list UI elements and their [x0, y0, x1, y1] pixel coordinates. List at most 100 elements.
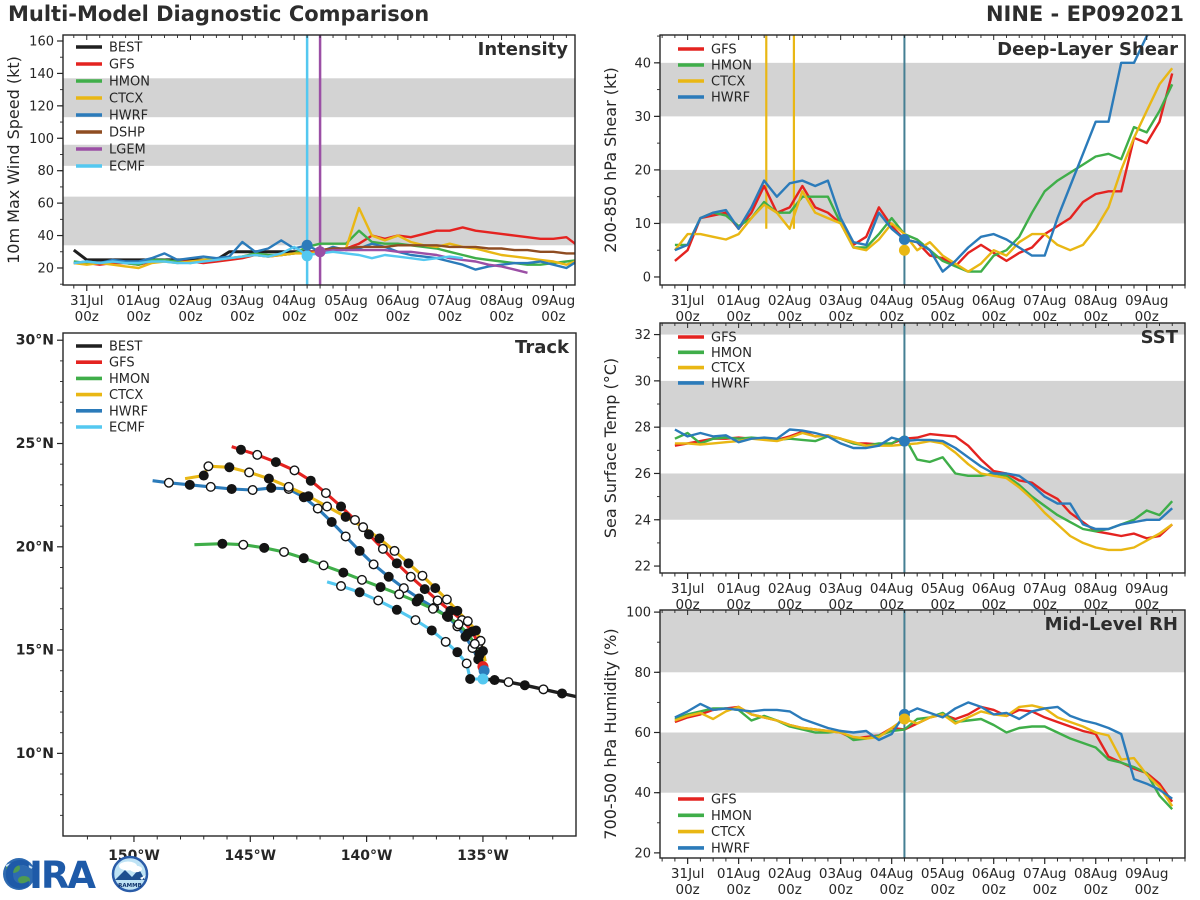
sst-title: SST [1141, 327, 1179, 348]
xtick-day: 08Aug [480, 293, 524, 309]
y-axis-title: 10m Max Wind Speed (kt) [4, 56, 23, 264]
xtick-hour: 00z [829, 882, 853, 898]
intensity-panel: 31Jul00z01Aug00z02Aug00z03Aug00z04Aug00z… [4, 34, 576, 325]
y-axis-title: Sea Surface Temp (°C) [601, 358, 620, 538]
legend-label-hmon: HMON [109, 75, 150, 90]
track-marker [340, 511, 351, 522]
xtick-day: 04Aug [870, 293, 914, 309]
track-marker [453, 619, 464, 630]
xtick-hour: 00z [675, 882, 699, 898]
plot-border [659, 34, 1186, 286]
track-marker [417, 570, 428, 581]
xtick-hour: 00z [778, 597, 802, 613]
track-marker [383, 571, 394, 582]
rh-panel: 31Jul00z01Aug00z02Aug00z03Aug00z04Aug00z… [601, 606, 1186, 898]
xtick-day: 08Aug [1074, 581, 1118, 597]
track-marker [354, 545, 365, 556]
analysis-dot-ctcx [898, 713, 910, 725]
track-ctcx [184, 464, 487, 662]
xtick-hour: 00z [1135, 882, 1159, 898]
rh-series-hwrf [674, 701, 1173, 800]
xtick-day: 07Aug [1023, 866, 1067, 882]
ytick-label: 40 [37, 229, 54, 244]
analysis-dot-hwrf [898, 233, 910, 245]
shear-series-hwrf [674, 35, 1150, 273]
track-marker [391, 558, 402, 569]
xtick-hour: 00z [675, 597, 699, 613]
xtick-hour: 00z [829, 597, 853, 613]
xtick-hour: 00z [1084, 309, 1108, 325]
rh-title: Mid-Level RH [1045, 614, 1178, 635]
track-marker [259, 542, 270, 553]
legend-label-ctcx: CTCX [109, 92, 143, 107]
cira-wordmark: CIRA [4, 854, 96, 897]
track-marker [270, 457, 281, 468]
xtick-hour: 00z [778, 882, 802, 898]
track-marker [266, 482, 277, 493]
intensity-series-dshp [319, 244, 575, 255]
lat-tick-label: 15°N [16, 643, 54, 659]
xtick-hour: 00z [386, 309, 410, 325]
xtick-hour: 00z [438, 309, 462, 325]
xtick-hour: 00z [75, 309, 99, 325]
ytick-label: 140 [29, 67, 54, 82]
xtick-hour: 00z [880, 597, 904, 613]
analysis-dot-ctcx [898, 244, 910, 256]
track-marker [440, 636, 451, 647]
xtick-hour: 00z [727, 882, 751, 898]
xtick-hour: 00z [982, 309, 1006, 325]
xtick-day: 05Aug [921, 293, 965, 309]
track-marker [377, 543, 388, 554]
xtick-day: 06Aug [972, 293, 1016, 309]
globe-continent [18, 876, 30, 884]
lon-tick-label: 140°W [341, 848, 393, 864]
xtick-day: 01Aug [717, 866, 761, 882]
ytick-label: 80 [37, 164, 54, 179]
ytick-label: 10 [634, 217, 651, 232]
track-marker [279, 546, 290, 557]
track-marker [410, 615, 421, 626]
track-marker [336, 501, 347, 512]
track-marker [349, 514, 360, 525]
track-marker [441, 594, 452, 605]
track-marker [489, 675, 500, 686]
origin-dot-hwrf [478, 665, 490, 677]
track-marker [538, 684, 549, 695]
category-band [660, 610, 1185, 673]
track-marker [298, 553, 309, 564]
track-marker [519, 680, 530, 691]
xtick-day: 01Aug [717, 581, 761, 597]
xtick-hour: 00z [778, 309, 802, 325]
legend-label-hwrf: HWRF [711, 841, 750, 856]
xtick-day: 03Aug [819, 293, 863, 309]
legend-label-ctcx: CTCX [711, 361, 745, 376]
track-marker [238, 539, 249, 550]
xtick-hour: 00z [282, 309, 306, 325]
storm-id-title: NINE - EP092021 [985, 2, 1184, 26]
xtick-hour: 00z [1084, 882, 1108, 898]
ytick-label: 40 [634, 56, 651, 71]
category-band [660, 323, 1185, 335]
ytick-label: 80 [634, 666, 651, 681]
track-marker [312, 503, 323, 514]
ytick-label: 20 [634, 163, 651, 178]
xtick-day: 03Aug [819, 581, 863, 597]
plot-border [659, 609, 1186, 859]
track-marker [403, 558, 414, 569]
track-marker [354, 587, 365, 598]
xtick-day: 05Aug [324, 293, 368, 309]
track-marker [326, 517, 337, 528]
ytick-label: 32 [634, 328, 651, 343]
xtick-day: 02Aug [768, 581, 812, 597]
track-marker [374, 533, 385, 544]
track-marker [452, 647, 463, 658]
xtick-day: 03Aug [221, 293, 265, 309]
track-marker [432, 595, 443, 606]
xtick-day: 31Jul [671, 293, 704, 309]
legend-label-best: BEST [109, 41, 142, 56]
lon-tick-label: 135°W [457, 848, 509, 864]
track-marker [452, 605, 463, 616]
xtick-day: 02Aug [768, 293, 812, 309]
